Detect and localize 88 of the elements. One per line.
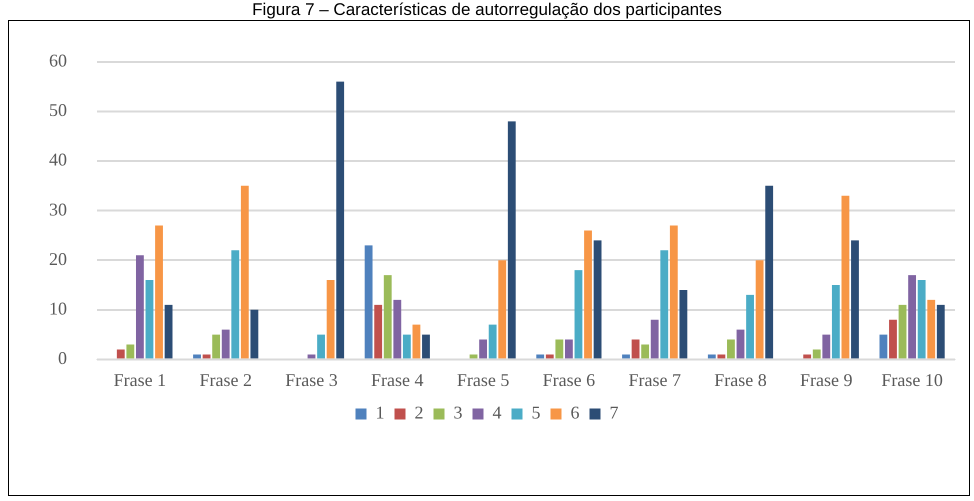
bar xyxy=(822,334,830,358)
bar xyxy=(918,280,926,358)
bar xyxy=(679,290,688,358)
bar xyxy=(564,340,573,358)
bar xyxy=(574,270,582,358)
bar xyxy=(851,240,859,358)
bar xyxy=(584,230,592,358)
bar xyxy=(746,294,754,358)
bar xyxy=(231,250,240,358)
bar xyxy=(936,304,945,358)
bar xyxy=(546,354,554,358)
x-tick-label: Frase 6 xyxy=(542,370,596,390)
bar xyxy=(146,280,154,358)
x-tick-label: Frase 7 xyxy=(628,370,681,390)
bar xyxy=(508,121,516,358)
bar xyxy=(402,334,411,358)
legend-label: 1 xyxy=(376,402,384,423)
bar xyxy=(393,300,402,358)
bar xyxy=(670,225,678,358)
x-tick-label: Frase 3 xyxy=(285,370,338,390)
bar xyxy=(317,334,325,358)
bar xyxy=(832,285,840,358)
bar xyxy=(384,275,392,358)
x-tick-label: Frase 10 xyxy=(881,370,943,390)
bar xyxy=(736,330,744,358)
y-tick-label: 0 xyxy=(58,348,67,368)
bar xyxy=(308,354,316,358)
legend-label: 2 xyxy=(414,402,424,423)
legend-label: 7 xyxy=(610,402,618,423)
bar xyxy=(536,354,544,358)
bar xyxy=(193,354,201,358)
x-tick-label: Frase 2 xyxy=(199,370,252,390)
bar xyxy=(765,186,774,358)
bar xyxy=(622,354,630,358)
x-tick-label: Frase 9 xyxy=(800,370,853,390)
y-tick-label: 30 xyxy=(49,199,67,220)
legend-label: 4 xyxy=(492,402,502,423)
bar xyxy=(136,255,144,358)
bar xyxy=(212,334,220,358)
bar xyxy=(240,186,249,358)
bar xyxy=(336,82,344,358)
bar xyxy=(479,340,488,358)
bar xyxy=(470,354,478,358)
y-tick-label: 40 xyxy=(49,150,67,170)
y-tick-label: 60 xyxy=(49,50,67,71)
bar xyxy=(812,349,821,358)
y-tick-label: 20 xyxy=(49,248,67,269)
bar xyxy=(632,340,640,358)
y-tick-label: 50 xyxy=(49,100,67,120)
bar xyxy=(908,275,916,358)
bar xyxy=(842,196,850,358)
bar xyxy=(374,304,382,358)
bar xyxy=(326,280,335,358)
bar xyxy=(155,225,163,358)
y-tick-label: 10 xyxy=(49,298,67,319)
bar xyxy=(164,304,172,358)
x-tick-label: Frase 5 xyxy=(456,370,510,390)
bar xyxy=(594,240,602,358)
bar xyxy=(756,260,764,358)
bar xyxy=(889,320,897,358)
x-tick-label: Frase 8 xyxy=(714,370,767,390)
x-tick-label: Frase 4 xyxy=(371,370,424,390)
bar xyxy=(555,340,564,358)
bar xyxy=(488,324,497,358)
bar xyxy=(927,300,936,358)
bar xyxy=(364,245,373,358)
bar xyxy=(727,340,735,358)
legend-label: 3 xyxy=(454,402,462,423)
bar xyxy=(126,344,134,358)
bar xyxy=(660,250,668,358)
bar xyxy=(898,304,906,358)
bar xyxy=(498,260,506,358)
legend-label: 5 xyxy=(532,402,540,423)
chart-title: Figura 7 – Características de autorregulação dos participantes xyxy=(251,0,723,20)
bar xyxy=(422,334,430,358)
bar xyxy=(116,349,125,358)
bar xyxy=(650,320,659,358)
x-tick-label: Frase 1 xyxy=(114,370,166,390)
bar xyxy=(250,310,258,358)
bar xyxy=(803,354,812,358)
bar xyxy=(222,330,230,358)
bar xyxy=(412,324,420,358)
bar xyxy=(880,334,888,358)
legend-label: 6 xyxy=(570,402,580,423)
bar xyxy=(717,354,726,358)
bar xyxy=(641,344,650,358)
bar xyxy=(202,354,210,358)
bar xyxy=(708,354,716,358)
